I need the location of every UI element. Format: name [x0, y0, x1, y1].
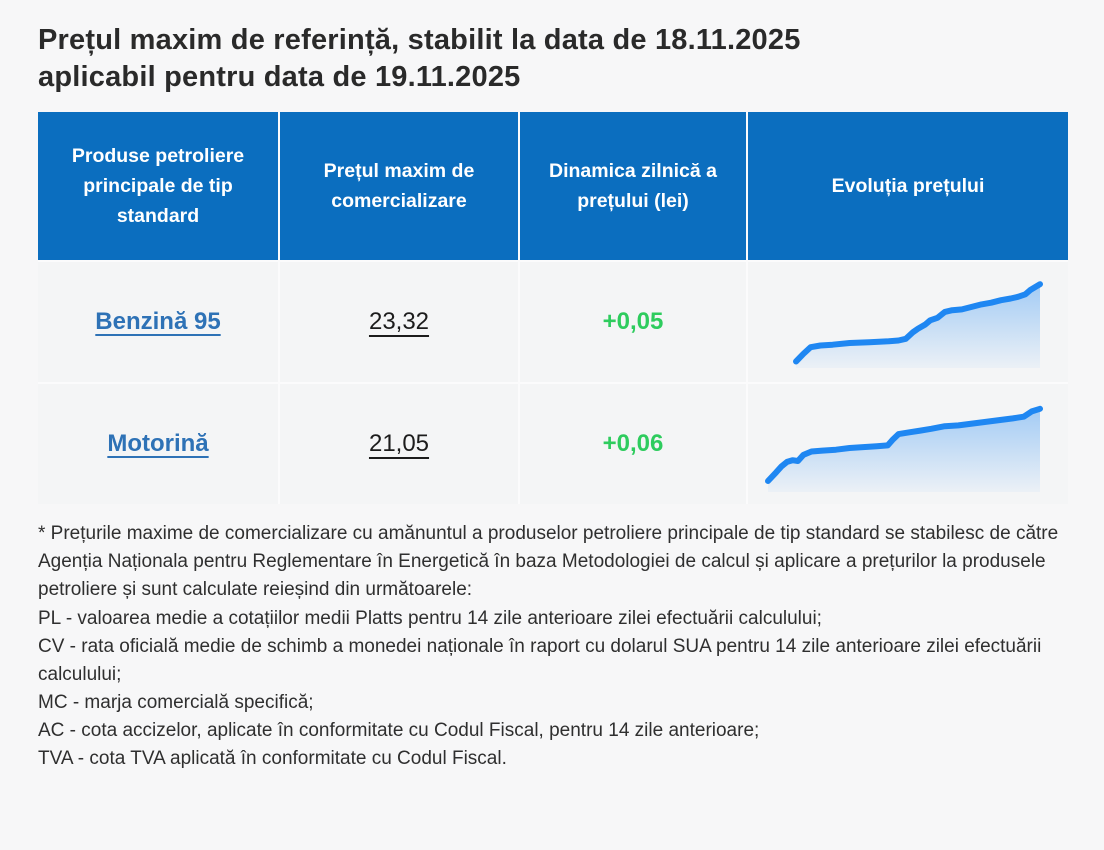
page-title-line-1: Prețul maxim de referință, stabilit la d…	[38, 24, 801, 56]
footnote-methodology: * Prețurile maxime de comercializare cu …	[38, 523, 1059, 601]
footnote-pl: PL - valoarea medie a cotațiilor medii P…	[38, 607, 822, 629]
product-link-benzina-95[interactable]: Benzină 95	[95, 308, 221, 336]
column-header-daily-dynamics: Dinamica zilnică a prețului (lei)	[520, 112, 746, 261]
page-title: Prețul maxim de referință, stabilit la d…	[38, 22, 1066, 96]
table-row-benzina-change-cell: +0,05	[520, 262, 746, 383]
table-row-motorina-price-cell: 21,05	[280, 384, 518, 505]
table-row-benzina-product-cell: Benzină 95	[38, 262, 278, 383]
footnote-tva: TVA - cota TVA aplicată în conformitate …	[38, 748, 507, 770]
product-link-motorina[interactable]: Motorină	[107, 430, 209, 458]
footnote-mc: MC - marja comercială specifică;	[38, 691, 314, 713]
footnote-ac: AC - cota accizelor, aplicate în conform…	[38, 719, 760, 741]
column-header-price-evolution: Evoluția prețului	[748, 112, 1068, 261]
price-change-benzina-95: +0,05	[602, 308, 664, 336]
table-row-motorina-change-cell: +0,06	[520, 384, 746, 505]
benzina-95-sparkline-chart	[793, 281, 1043, 369]
table-row-motorina-chart-cell	[748, 384, 1068, 505]
table-row-motorina-product-cell: Motorină	[38, 384, 278, 505]
column-header-products: Produse petroliere principale de tip sta…	[38, 112, 278, 261]
footnote-cv: CV - rata oficială medie de schimb a mon…	[38, 635, 1042, 685]
page-title-line-2: aplicabil pentru data de 19.11.2025	[38, 61, 521, 94]
price-value-motorina: 21,05	[368, 430, 430, 458]
motorina-sparkline-chart	[765, 405, 1043, 492]
price-value-benzina-95: 23,32	[368, 308, 430, 336]
table-row-benzina-price-cell: 23,32	[280, 262, 518, 383]
footnotes-block: * Prețurile maxime de comercializare cu …	[38, 520, 1073, 773]
table-row-benzina-chart-cell	[748, 262, 1068, 383]
column-header-max-price: Prețul maxim de comercializare	[280, 112, 518, 261]
price-change-motorina: +0,06	[602, 430, 664, 458]
page: Prețul maxim de referință, stabilit la d…	[38, 22, 1073, 773]
fuel-price-table: Produse petroliere principale de tip sta…	[38, 112, 1068, 505]
